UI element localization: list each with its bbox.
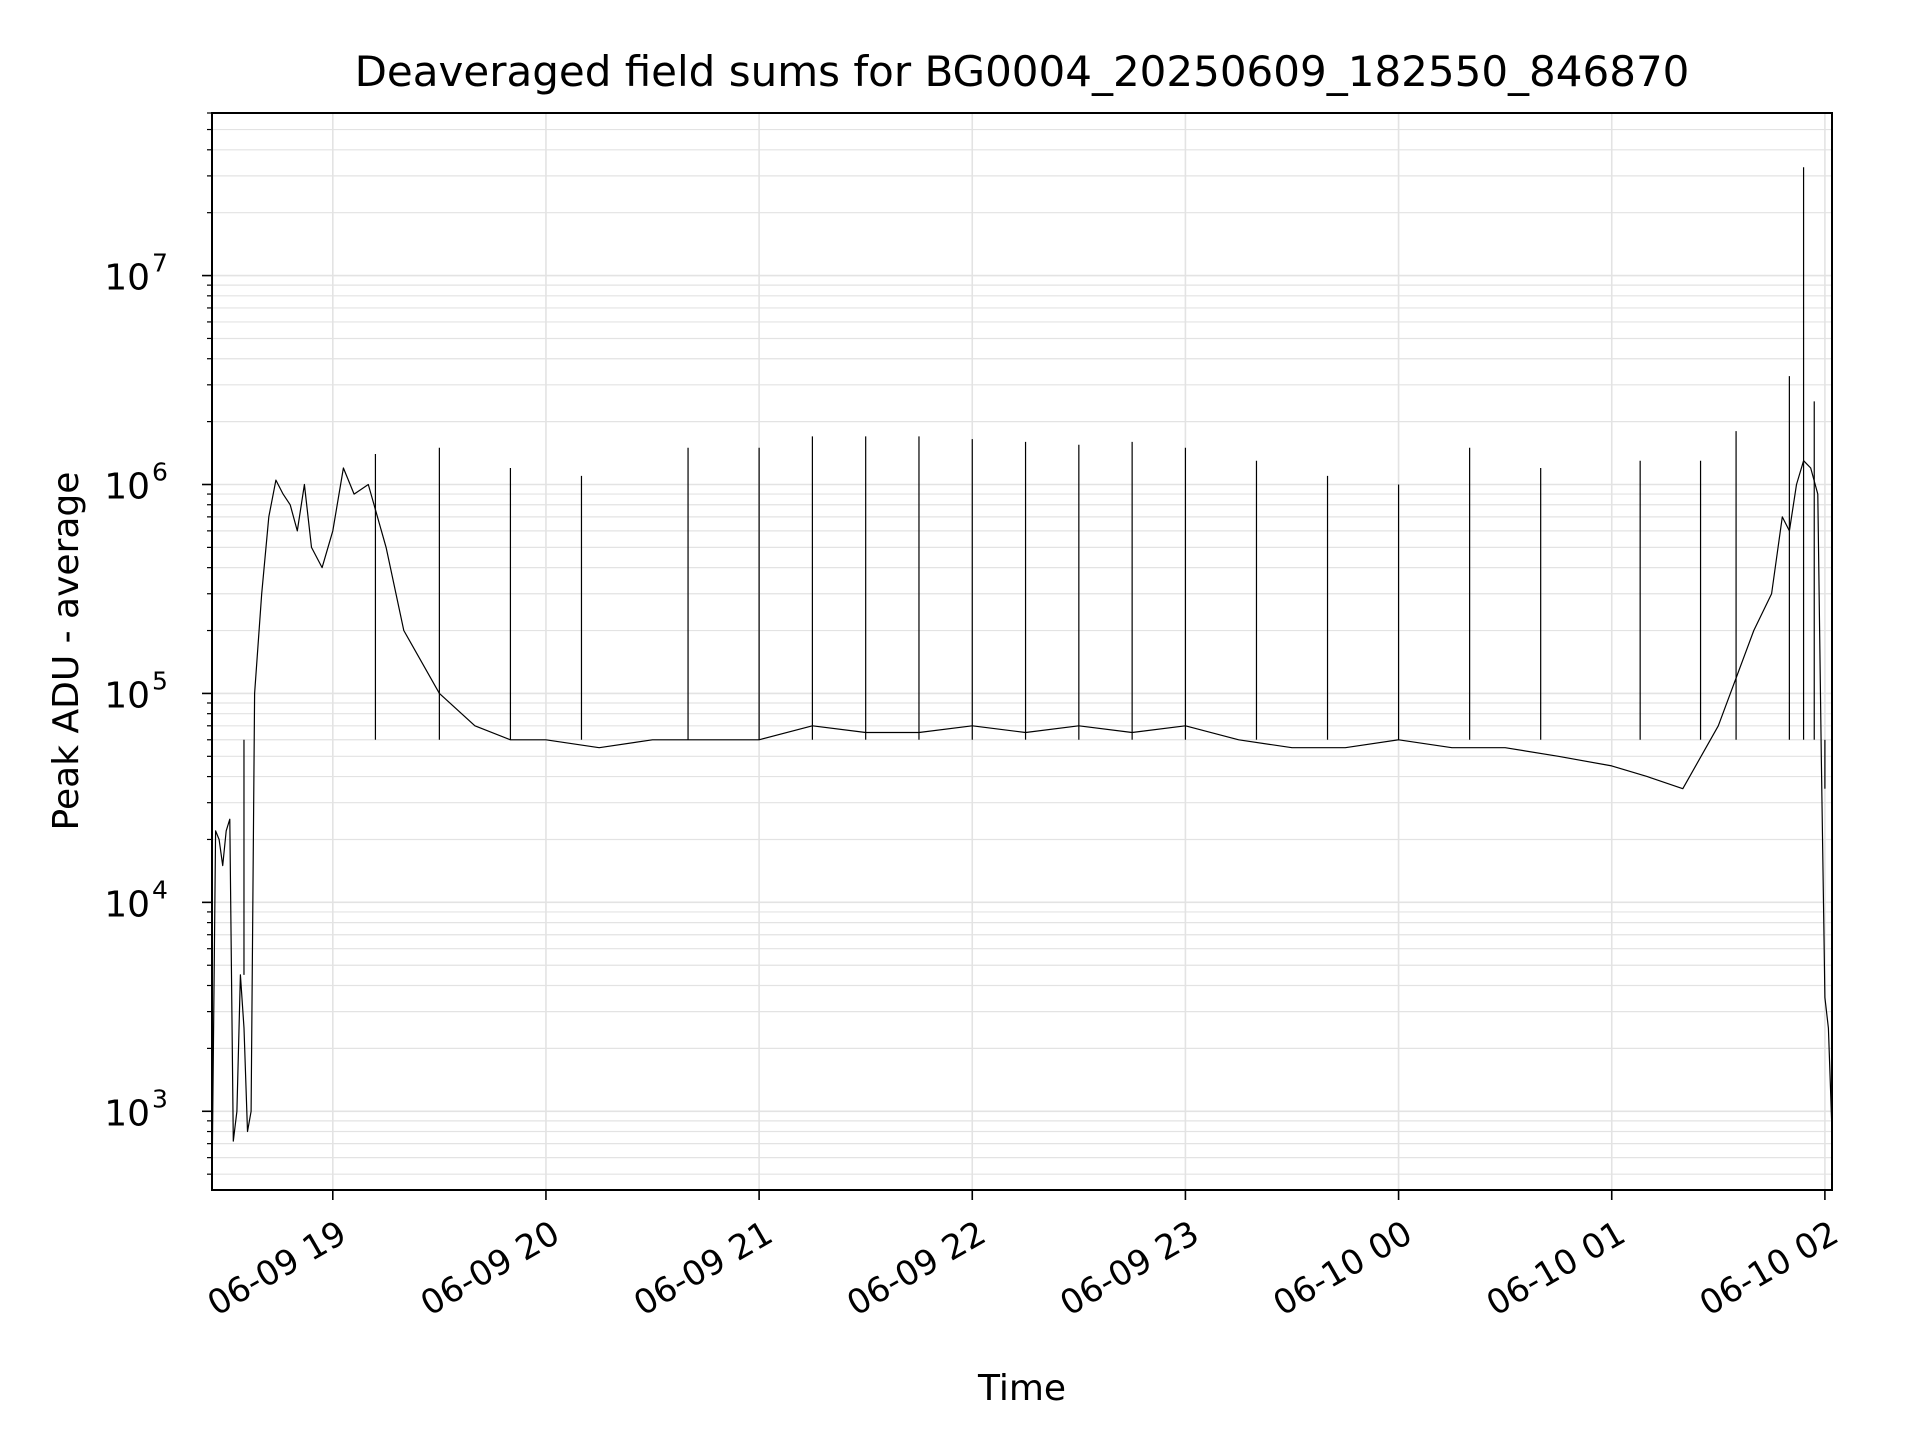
y-tick-label: 10 bbox=[104, 258, 150, 299]
y-tick-label: 10 bbox=[104, 884, 150, 925]
chart-title: Deaveraged field sums for BG0004_2025060… bbox=[355, 47, 1690, 96]
y-tick-exponent: 6 bbox=[152, 458, 168, 487]
grid bbox=[212, 112, 1832, 1190]
plot-area bbox=[211, 167, 1833, 1186]
y-tick-exponent: 4 bbox=[152, 875, 168, 904]
y-tick-label: 10 bbox=[104, 675, 150, 716]
axes-frame bbox=[211, 112, 1833, 1191]
y-tick-exponent: 7 bbox=[152, 249, 168, 278]
y-tick-label: 10 bbox=[104, 1093, 150, 1134]
y-tick-exponent: 3 bbox=[152, 1084, 168, 1113]
y-tick-exponent: 5 bbox=[152, 666, 168, 695]
y-tick-label: 10 bbox=[104, 467, 150, 508]
x-axis-label: Time bbox=[977, 1368, 1066, 1409]
series-line bbox=[211, 460, 1833, 1186]
y-axis-label: Peak ADU - average bbox=[46, 472, 87, 831]
